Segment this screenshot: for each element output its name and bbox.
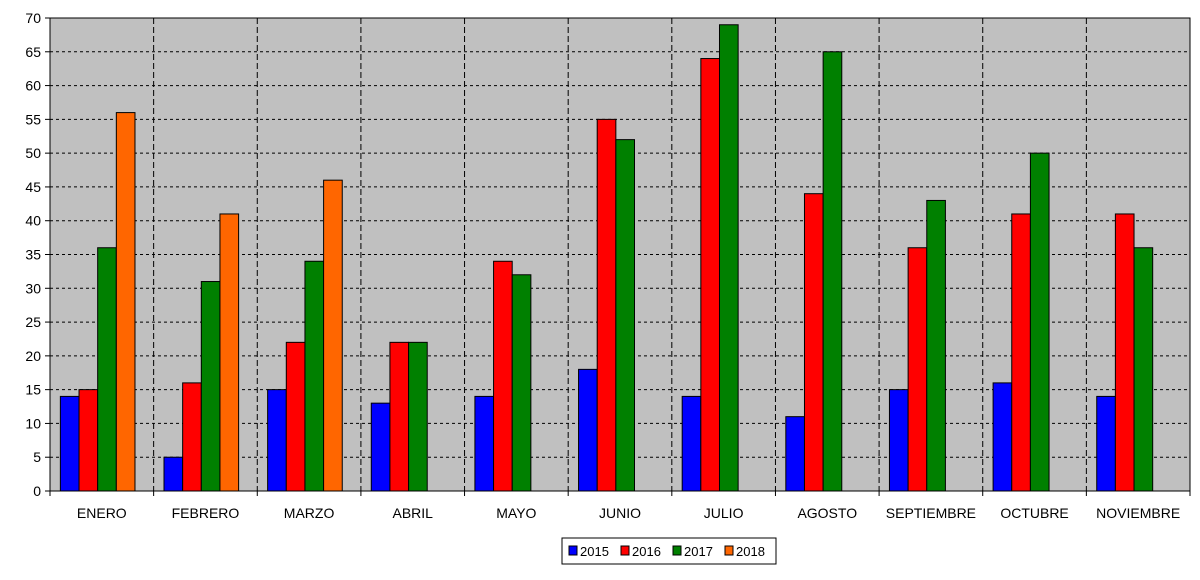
y-tick-label: 35 bbox=[25, 247, 41, 263]
bar-2017-septiembre bbox=[926, 199, 946, 492]
x-category-label: NOVIEMBRE bbox=[1096, 505, 1180, 521]
bar-2015-mayo bbox=[474, 395, 495, 492]
y-tick-label: 25 bbox=[25, 314, 41, 330]
bar-2017-febrero bbox=[200, 281, 221, 492]
bar-2016-mayo bbox=[493, 260, 513, 492]
bar-2015-junio bbox=[578, 368, 598, 492]
bar-2017-julio bbox=[718, 24, 739, 492]
legend-box bbox=[561, 537, 777, 565]
y-tick-label: 45 bbox=[25, 179, 41, 195]
bar-2015-julio bbox=[681, 395, 702, 492]
legend-swatch-2015 bbox=[568, 545, 578, 556]
bar-2017-octubre bbox=[1029, 152, 1050, 492]
bar-2016-abril bbox=[389, 341, 410, 492]
bar-2017-noviembre bbox=[1133, 247, 1154, 492]
y-tick-label: 65 bbox=[25, 44, 41, 60]
bar-2017-junio bbox=[615, 139, 635, 492]
bar-2016-agosto bbox=[803, 193, 824, 492]
y-tick-label: 10 bbox=[25, 415, 41, 431]
x-category-label: JULIO bbox=[704, 505, 744, 521]
legend-label-2016: 2016 bbox=[632, 544, 661, 559]
bar-2017-marzo bbox=[304, 260, 325, 492]
bar-2015-septiembre bbox=[888, 389, 909, 492]
y-tick-label: 30 bbox=[25, 280, 41, 296]
bar-2016-marzo bbox=[285, 341, 306, 492]
y-tick-label: 5 bbox=[33, 449, 41, 465]
plot-border bbox=[49, 17, 1191, 492]
legend-label-2018: 2018 bbox=[736, 544, 765, 559]
x-category-label: MAYO bbox=[496, 505, 536, 521]
y-tick-label: 20 bbox=[25, 348, 41, 364]
bar-2017-mayo bbox=[511, 274, 532, 492]
bar-2016-noviembre bbox=[1114, 213, 1135, 492]
y-tick-label: 50 bbox=[25, 145, 41, 161]
bar-2015-noviembre bbox=[1096, 395, 1116, 492]
bar-2016-enero bbox=[78, 389, 99, 492]
bar-2016-julio bbox=[700, 58, 720, 492]
bar-2017-abril bbox=[408, 341, 428, 492]
x-category-label: ABRIL bbox=[392, 505, 433, 521]
legend-label-2017: 2017 bbox=[684, 544, 713, 559]
x-category-label: SEPTIEMBRE bbox=[886, 505, 976, 521]
y-tick-label: 70 bbox=[25, 10, 41, 26]
bar-2016-octubre bbox=[1011, 213, 1031, 492]
bar-2015-agosto bbox=[785, 416, 805, 492]
x-category-label: FEBRERO bbox=[172, 505, 240, 521]
y-tick-label: 55 bbox=[25, 111, 41, 127]
bar-2015-febrero bbox=[163, 456, 184, 492]
y-tick-label: 0 bbox=[33, 483, 41, 499]
y-tick-label: 60 bbox=[25, 78, 41, 94]
bar-2015-marzo bbox=[267, 389, 287, 492]
bar-2015-octubre bbox=[992, 382, 1013, 492]
bar-2016-junio bbox=[596, 118, 617, 492]
y-tick-label: 15 bbox=[25, 382, 41, 398]
bar-2016-septiembre bbox=[907, 247, 928, 492]
x-category-label: AGOSTO bbox=[797, 505, 857, 521]
bar-2017-enero bbox=[97, 247, 117, 492]
bar-2018-febrero bbox=[219, 213, 240, 492]
y-tick-label: 40 bbox=[25, 213, 41, 229]
legend-swatch-2018 bbox=[724, 545, 734, 556]
x-category-label: ENERO bbox=[77, 505, 127, 521]
x-category-label: JUNIO bbox=[599, 505, 641, 521]
bar-2015-enero bbox=[59, 395, 80, 492]
legend-swatch-2016 bbox=[620, 545, 630, 556]
bar-2016-febrero bbox=[182, 382, 202, 492]
bar-2018-enero bbox=[115, 112, 136, 492]
legend-swatch-2017 bbox=[672, 545, 682, 556]
x-category-label: OCTUBRE bbox=[1000, 505, 1068, 521]
bar-2017-agosto bbox=[822, 51, 843, 492]
bar-2015-abril bbox=[370, 402, 391, 492]
legend-label-2015: 2015 bbox=[580, 544, 609, 559]
bar-2018-marzo bbox=[323, 179, 343, 492]
x-category-label: MARZO bbox=[284, 505, 335, 521]
